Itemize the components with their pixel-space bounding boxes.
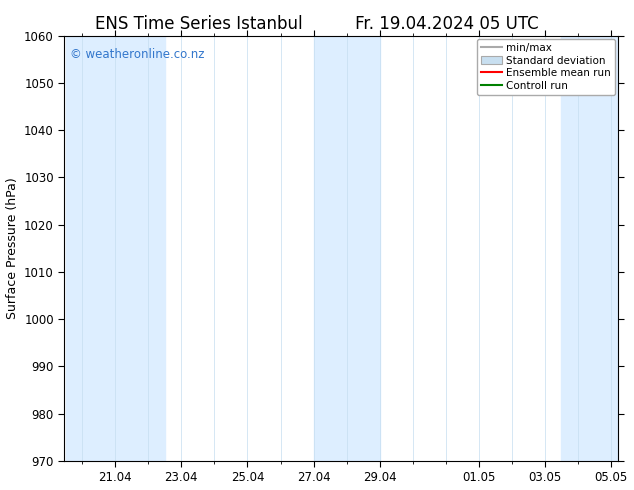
Text: © weatheronline.co.nz: © weatheronline.co.nz [70, 49, 204, 61]
Bar [66, 36, 165, 461]
Text: ENS Time Series Istanbul          Fr. 19.04.2024 05 UTC: ENS Time Series Istanbul Fr. 19.04.2024 … [95, 15, 539, 33]
Bar [314, 36, 380, 461]
Bar [562, 36, 618, 461]
Legend: min/max, Standard deviation, Ensemble mean run, Controll run: min/max, Standard deviation, Ensemble me… [477, 39, 615, 95]
Y-axis label: Surface Pressure (hPa): Surface Pressure (hPa) [6, 177, 18, 319]
